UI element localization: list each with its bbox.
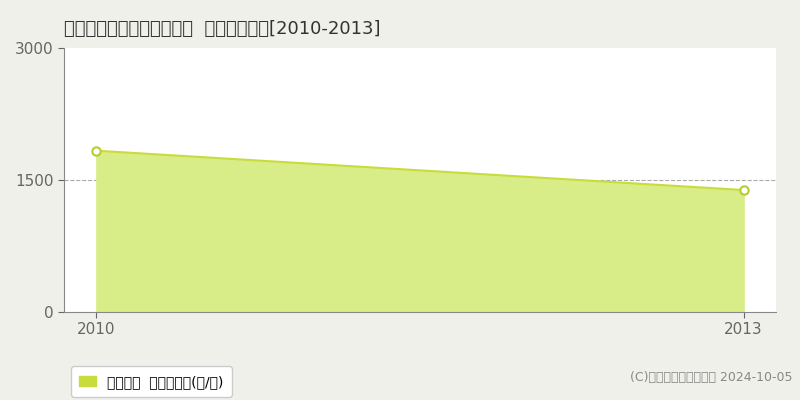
Text: (C)土地価格ドットコム 2024-10-05: (C)土地価格ドットコム 2024-10-05	[630, 371, 792, 384]
Legend: 農地価格  平均坤単価(円/坤): 農地価格 平均坤単価(円/坤)	[71, 366, 232, 397]
Text: 会津若松市北会津町東麻生  農地価格推移[2010-2013]: 会津若松市北会津町東麻生 農地価格推移[2010-2013]	[64, 20, 381, 38]
